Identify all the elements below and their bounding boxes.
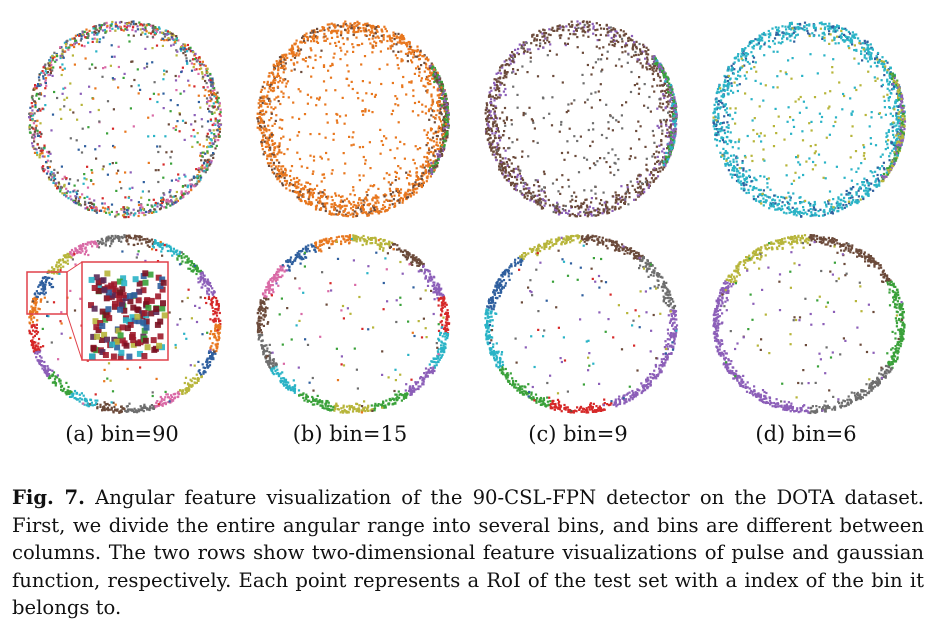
scatter-gaussian-bin90 bbox=[26, 234, 222, 414]
zoom-source-box bbox=[26, 271, 68, 315]
figure-caption: Fig. 7. Angular feature visualization of… bbox=[12, 484, 924, 622]
scatter-pulse-bin90 bbox=[28, 20, 223, 219]
scatter-pulse-bin15 bbox=[256, 20, 450, 218]
subfigure-label-a: (a) bin=90 bbox=[65, 422, 179, 446]
scatter-gaussian-bin15 bbox=[256, 234, 451, 414]
caption-label: Fig. 7. bbox=[12, 486, 85, 509]
scatter-gaussian-bin6 bbox=[712, 234, 906, 415]
caption-text: Angular feature visualization of the 90-… bbox=[12, 486, 924, 619]
subfigure-label-d: (d) bin=6 bbox=[755, 422, 857, 446]
subfigure-label-c: (c) bin=9 bbox=[528, 422, 628, 446]
scatter-gaussian-bin9 bbox=[484, 234, 679, 414]
figure: (a) bin=90 (b) bin=15 (c) bin=9 (d) bin=… bbox=[26, 20, 907, 446]
subfigure-label-b: (b) bin=15 bbox=[292, 422, 408, 446]
scatter-pulse-bin6 bbox=[712, 21, 907, 218]
scatter-pulse-bin9 bbox=[484, 20, 678, 218]
